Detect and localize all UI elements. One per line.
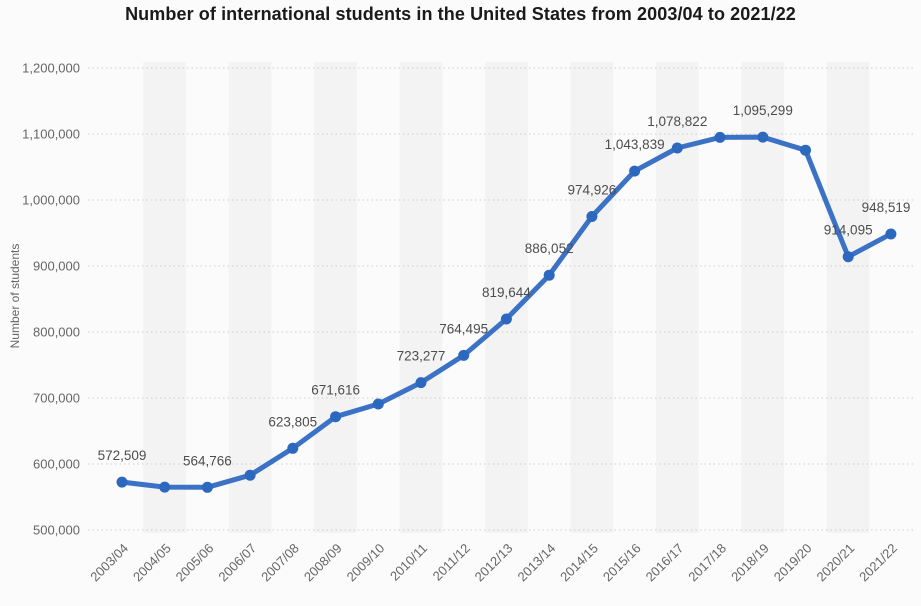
x-tick-label: 2014/15 [557,541,601,585]
data-label-2005/06: 564,766 [183,453,232,468]
x-tick-label: 2017/18 [685,541,729,585]
x-tick-label: 2004/05 [130,541,174,585]
x-tick-label: 2011/12 [430,541,473,584]
x-tick-label: 2005/06 [173,541,217,585]
data-label-2012/13: 819,644 [482,285,531,300]
data-label-2011/12: 764,495 [439,321,488,336]
plot-band [485,62,528,533]
data-label-2015/16: 1,043,839 [605,137,665,152]
plot-band [314,62,357,533]
data-point-2013/14[interactable] [543,269,555,281]
data-point-2019/20[interactable] [800,144,811,156]
y-tick-label: 900,000 [33,259,80,274]
plot-area: 500,000 600,000 700,000 800,000 900,000 1,000… [22,61,914,585]
x-tick-label: 2021/22 [856,541,900,585]
x-tick-label: 2013/14 [514,541,558,585]
y-tick-label: 1,100,000 [22,127,80,142]
data-point-2021/22[interactable] [885,228,897,240]
plot-band [143,62,187,533]
data-point-2005/06[interactable] [201,481,213,493]
data-label-2007/08: 623,805 [268,414,317,429]
data-point-2011/12[interactable] [458,349,470,361]
x-tick-label: 2003/04 [87,541,131,585]
data-label-2008/09: 671,616 [311,383,360,398]
x-tick-label: 2015/16 [600,541,644,585]
data-label-2021/22: 948,519 [862,200,911,215]
data-label-2014/15: 974,926 [567,183,616,198]
x-tick-label: 2009/10 [344,541,388,585]
data-label-2016/17: 1,078,822 [647,114,707,129]
plot-band [228,62,272,533]
plot-band [570,62,614,533]
data-point-2017/18[interactable] [714,131,726,143]
plot-band [826,62,870,533]
x-tick-label: 2008/09 [301,541,345,585]
data-point-2010/11[interactable] [415,377,427,389]
data-point-2014/15[interactable] [586,211,598,222]
y-tick-label: 600,000 [33,457,80,472]
y-tick-label: 800,000 [33,325,80,340]
data-point-2007/08[interactable] [287,442,299,454]
data-point-2018/19[interactable] [757,131,769,143]
data-label-2020/21: 914,095 [824,223,873,238]
data-label-2010/11: 723,277 [397,349,446,364]
plot-band [399,62,443,533]
data-point-2020/21[interactable] [842,251,854,263]
data-point-2009/10[interactable] [372,398,384,410]
data-label-2003/04: 572,509 [98,448,147,463]
data-point-2008/09[interactable] [330,411,342,423]
x-tick-label: 2012/13 [472,541,516,585]
x-tick-label: 2020/21 [813,541,857,585]
x-tick-label: 2010/11 [387,541,430,584]
y-tick-label: 500,000 [33,523,80,538]
data-point-2004/05[interactable] [159,481,171,493]
data-label-2013/14: 886,052 [525,241,574,256]
data-point-2003/04[interactable] [116,476,128,488]
x-tick-label: 2007/08 [258,541,302,585]
y-tick-label: 1,200,000 [22,61,80,76]
x-tick-label: 2016/17 [643,541,687,585]
data-point-2012/13[interactable] [500,313,512,325]
data-point-2016/17[interactable] [671,142,683,154]
data-label-2018/19: 1,095,299 [733,103,793,118]
plot-band [656,62,699,533]
data-point-2006/07[interactable] [244,469,256,481]
x-tick-label: 2006/07 [215,541,259,585]
x-tick-label: 2018/19 [728,541,772,585]
x-tick-label: 2019/20 [771,541,815,585]
y-tick-label: 1,000,000 [22,193,80,208]
y-tick-label: 700,000 [33,391,80,406]
y-axis-title: Number of students [8,244,22,349]
data-point-2015/16[interactable] [629,165,641,177]
chart-title: Number of international students in the … [125,4,796,24]
